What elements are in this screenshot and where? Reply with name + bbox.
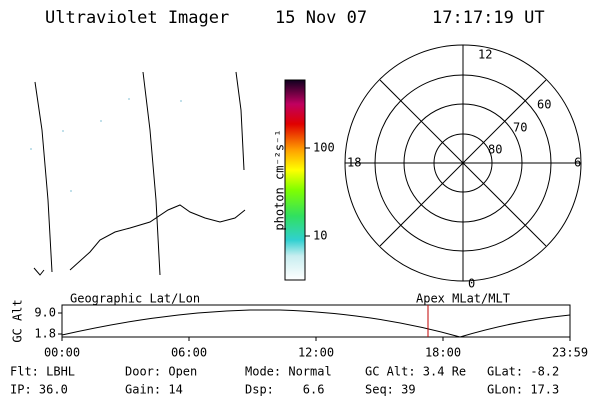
polar-plot: [344, 44, 582, 282]
x-tick-label: 06:00: [171, 346, 207, 360]
info-field: GLon: 17.3: [487, 383, 559, 397]
info-field: GC Alt: 3.4 Re: [365, 365, 466, 379]
info-field: IP: 36.0: [10, 383, 68, 397]
colorbar: [284, 79, 306, 281]
colorbar-label: photon cm⁻²s⁻¹: [273, 129, 287, 230]
lat-label: 70: [513, 121, 527, 135]
lat-label: 60: [537, 98, 551, 112]
info-field: Door: Open: [125, 365, 197, 379]
info-field: Gain: 14: [125, 383, 183, 397]
timeline: [58, 304, 571, 338]
x-tick-label: 12:00: [298, 346, 334, 360]
info-panel: Flt: LBHL Door: Open Mode: Normal GC Alt: 3…: [10, 365, 559, 397]
image-panel: [30, 71, 246, 276]
info-field: Seq: 39: [365, 383, 416, 397]
lat-label: 80: [488, 143, 502, 157]
right-label: Apex MLat/MLT: [416, 292, 510, 306]
title: Ultraviolet Imager: [45, 8, 229, 28]
colorbar-tick: 100: [313, 141, 335, 155]
colorbar-tick: 10: [313, 229, 327, 243]
mlt-label: 6: [574, 156, 581, 170]
date: 15 Nov 07: [275, 8, 367, 28]
left-label: Geographic Lat/Lon: [70, 292, 200, 306]
mlt-label: 18: [347, 156, 361, 170]
x-ticks: 00:00 06:00 12:00 18:00 23:59: [44, 337, 588, 360]
x-tick-label: 00:00: [44, 346, 80, 360]
x-tick-label: 18:00: [425, 346, 461, 360]
y-tick-label: 1.8: [34, 327, 56, 341]
mlt-label: 12: [478, 48, 492, 62]
info-field: Dsp: 6.6: [245, 383, 324, 397]
info-field: Flt: LBHL: [10, 365, 75, 379]
y-axis-label: GC Alt: [11, 299, 25, 342]
mlt-label: 0: [468, 277, 475, 291]
info-field: Mode: Normal: [245, 365, 332, 379]
y-tick-label: 9.0: [34, 306, 56, 320]
info-field: GLat: -8.2: [487, 365, 559, 379]
time: 17:17:19 UT: [432, 8, 545, 28]
x-tick-label: 23:59: [552, 346, 588, 360]
